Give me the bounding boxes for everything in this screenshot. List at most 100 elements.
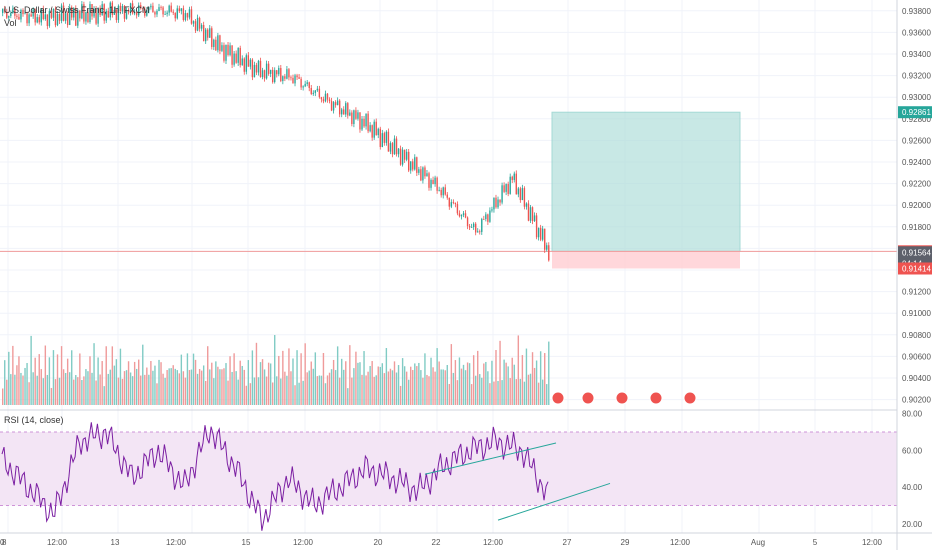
volume-bar	[259, 362, 262, 405]
volume-bar	[430, 357, 432, 405]
volume-bar	[184, 377, 187, 405]
candle-body	[12, 8, 14, 13]
volume-bar	[245, 385, 247, 405]
volume-bar	[77, 377, 79, 405]
candle-body	[381, 133, 384, 147]
candle-body	[148, 7, 150, 11]
volume-bar	[56, 354, 59, 405]
rsi-legend[interactable]: RSI (14, close)	[4, 415, 64, 425]
volume-bar	[338, 377, 341, 405]
candle-body	[24, 13, 26, 15]
price-label: 0.92861	[902, 108, 931, 117]
time-tick-label: 8	[2, 538, 7, 547]
event-icon	[683, 391, 697, 405]
candle-body	[105, 10, 107, 21]
candle-body	[535, 215, 538, 238]
candle-body	[274, 70, 276, 83]
candle-body	[442, 187, 444, 196]
volume-bar	[81, 380, 83, 405]
volume-bar	[85, 369, 87, 405]
candle-body	[144, 9, 146, 16]
volume-bar	[322, 353, 325, 405]
candle-body	[432, 179, 434, 185]
volume-bar	[227, 380, 229, 405]
volume-bar	[300, 353, 302, 405]
candle-body	[523, 188, 526, 207]
candle-body	[192, 21, 195, 24]
volume-bar	[395, 372, 398, 405]
candle-body	[481, 219, 483, 232]
candle-body	[64, 13, 67, 21]
candle-body	[351, 112, 353, 125]
price-tick-label: 0.90400	[902, 374, 931, 383]
candle-body	[474, 223, 477, 233]
candle-body	[440, 189, 442, 196]
candle-body	[505, 184, 507, 192]
price-tick-label: 0.92800	[902, 115, 931, 124]
target-zone	[551, 111, 741, 252]
volume-bar	[26, 363, 28, 405]
candle-body	[446, 194, 448, 198]
volume-bar	[438, 361, 440, 405]
candle-body	[245, 55, 247, 72]
volume-bar	[58, 377, 61, 405]
volume-bar	[472, 355, 475, 405]
candle-body	[56, 14, 59, 26]
candle-body	[225, 44, 227, 61]
price-tick-label: 0.91800	[902, 223, 931, 232]
volume-bar	[341, 358, 343, 405]
candle-body	[249, 59, 252, 67]
volume-bar	[105, 346, 107, 405]
rsi-trendline-lower	[497, 482, 611, 521]
volume-bar	[464, 370, 467, 405]
volume-bar	[71, 350, 73, 405]
candle-body	[286, 69, 288, 79]
rsi-trendline-upper	[424, 442, 557, 475]
candle-body	[292, 77, 294, 84]
candle-body	[4, 8, 6, 12]
volume-bar	[539, 351, 542, 405]
volume-bar	[278, 355, 280, 405]
volume-bar	[535, 360, 538, 405]
candle-body	[489, 210, 491, 222]
symbol-legend[interactable]: U.S. Dollar / Swiss Franc, 1h, FXCM	[4, 5, 150, 15]
volume-bar	[434, 371, 436, 405]
candle-body	[546, 245, 548, 250]
volume-bar	[418, 362, 420, 405]
volume-bar	[371, 361, 373, 405]
candle-body	[95, 8, 97, 24]
volume-bar	[359, 362, 361, 405]
volume-legend[interactable]: Vol	[4, 18, 17, 28]
volume-bar	[28, 382, 30, 405]
volume-bar	[180, 354, 183, 405]
volume-bar	[253, 377, 256, 405]
volume-bar	[312, 368, 314, 405]
candle-body	[97, 7, 99, 24]
volume-bar	[186, 353, 189, 405]
volume-bar	[107, 373, 109, 405]
volume-bar	[14, 374, 16, 405]
candle-body	[113, 9, 116, 15]
volume-bar	[519, 378, 522, 405]
candle-body	[328, 99, 331, 102]
candle-body	[207, 29, 209, 38]
candle-body	[146, 10, 148, 16]
volume-bar	[261, 359, 264, 405]
volume-bar	[493, 381, 495, 405]
candle-body	[34, 9, 36, 23]
candle-body	[385, 131, 388, 143]
volume-bar	[446, 365, 448, 405]
candle-body	[85, 12, 87, 22]
candle-body	[499, 199, 501, 203]
volume-bar	[215, 361, 217, 405]
volume-bar	[205, 380, 207, 405]
volume-bar	[101, 361, 103, 405]
candle-body	[117, 5, 120, 21]
volume-bar	[444, 370, 446, 405]
volume-bar	[432, 367, 434, 405]
volume-bar	[477, 350, 479, 405]
volume-bar	[452, 372, 455, 405]
time-tick-label: 15	[242, 538, 251, 547]
volume-bar	[24, 367, 26, 405]
